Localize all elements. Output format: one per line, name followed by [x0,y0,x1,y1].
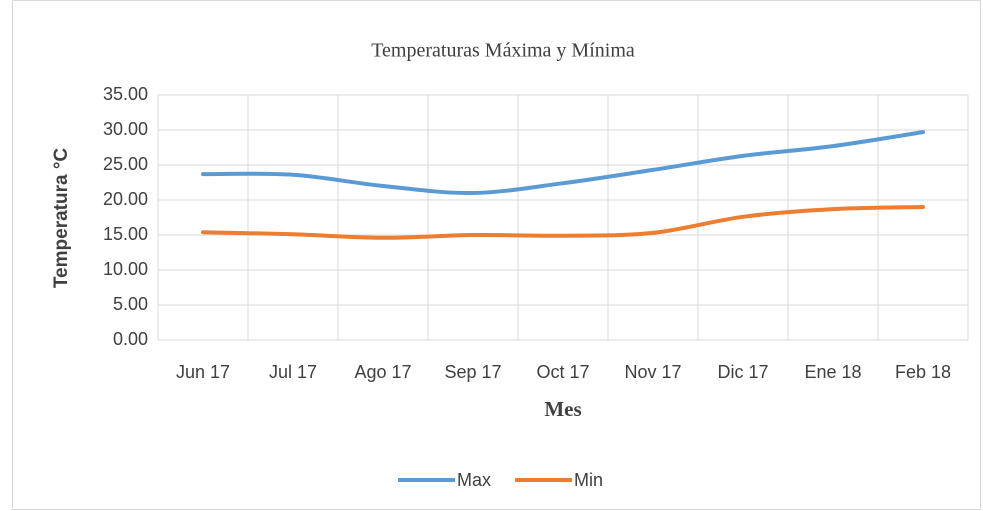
x-tick-label: Sep 17 [444,362,501,382]
x-tick-label: Ene 18 [804,362,861,382]
y-tick-label: 30.00 [103,119,148,139]
x-tick-label: Oct 17 [536,362,589,382]
y-tick-label: 0.00 [113,329,148,349]
y-tick-label: 15.00 [103,224,148,244]
x-axis-label: Mes [544,397,581,421]
y-tick-label: 10.00 [103,259,148,279]
series-line [201,130,925,196]
series-line [201,205,925,240]
y-tick-label: 20.00 [103,189,148,209]
chart-title: Temperaturas Máxima y Mínima [371,40,635,62]
y-tick-label: 35.00 [103,84,148,104]
legend-label: Min [574,470,603,490]
x-tick-label: Jun 17 [176,362,230,382]
chart-border [12,0,981,510]
x-tick-label: Feb 18 [895,362,951,382]
x-tick-label: Dic 17 [717,362,768,382]
x-tick-label: Jul 17 [269,362,317,382]
legend-label: Max [457,470,491,490]
x-tick-label: Nov 17 [624,362,681,382]
x-tick-label: Ago 17 [354,362,411,382]
y-axis-label: Temperatura °C [51,148,72,289]
y-tick-label: 5.00 [113,294,148,314]
y-tick-label: 25.00 [103,154,148,174]
